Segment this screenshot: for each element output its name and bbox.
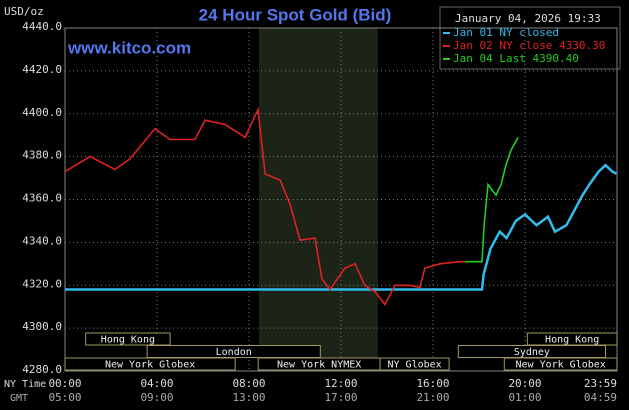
y-tick-label: 4340.0 bbox=[22, 234, 62, 247]
x-axis-label: NY Time bbox=[4, 379, 46, 390]
y-tick-label: 4360.0 bbox=[22, 192, 62, 205]
legend-label: Jan 01 NY closed bbox=[453, 26, 559, 39]
session-label: New York Globex bbox=[105, 360, 195, 371]
session-bar bbox=[64, 357, 236, 371]
y-tick-label: 4300.0 bbox=[22, 320, 62, 333]
session-label: London bbox=[216, 347, 252, 358]
legend-box bbox=[439, 6, 621, 70]
series-line bbox=[64, 106, 465, 306]
x-tick-label: 20:00 bbox=[508, 377, 541, 390]
y-tick-label: 4380.0 bbox=[22, 149, 62, 162]
session-bar bbox=[379, 357, 450, 371]
x2-tick-label: 17:00 bbox=[324, 391, 357, 404]
session-label: Hong Kong bbox=[101, 335, 155, 346]
shaded-region bbox=[258, 28, 378, 371]
y-tick-label: 4320.0 bbox=[22, 277, 62, 290]
y-tick-label: 4400.0 bbox=[22, 106, 62, 119]
x2-tick-label: 04:59 bbox=[584, 391, 617, 404]
x2-axis-label: GMT bbox=[10, 393, 28, 404]
session-label: NY Globex bbox=[388, 360, 442, 371]
x-tick-label: 16:00 bbox=[416, 377, 449, 390]
x2-tick-label: 21:00 bbox=[416, 391, 449, 404]
legend-label: Jan 04 Last 4390.40 bbox=[453, 52, 579, 65]
y-tick-label: 4280.0 bbox=[22, 363, 62, 376]
chart-title: 24 Hour Spot Gold (Bid) bbox=[199, 5, 392, 24]
session-label: Hong Kong bbox=[545, 335, 599, 346]
y-axis-label: USD/oz bbox=[4, 5, 44, 18]
x-tick-label: 00:00 bbox=[48, 377, 81, 390]
series-line bbox=[465, 136, 519, 263]
x2-tick-label: 09:00 bbox=[140, 391, 173, 404]
x-tick-label: 08:00 bbox=[232, 377, 265, 390]
session-bar bbox=[85, 332, 171, 346]
session-label: Sydney bbox=[514, 347, 550, 358]
x-tick-label: 04:00 bbox=[140, 377, 173, 390]
session-label: New York NYMEX bbox=[277, 360, 361, 371]
x2-tick-label: 01:00 bbox=[508, 391, 541, 404]
session-label: New York Globex bbox=[515, 360, 605, 371]
series-line bbox=[65, 163, 618, 291]
legend-label: Jan 02 NY close 4330.30 bbox=[453, 39, 605, 52]
y-tick-label: 4440.0 bbox=[22, 20, 62, 33]
watermark: www.kitco.com bbox=[67, 38, 191, 57]
timestamp: January 04, 2026 19:33 bbox=[455, 12, 601, 25]
x2-tick-label: 05:00 bbox=[48, 391, 81, 404]
x2-tick-label: 13:00 bbox=[232, 391, 265, 404]
x-tick-label: 23:59 bbox=[584, 377, 617, 390]
session-bar bbox=[503, 357, 618, 371]
x-tick-label: 12:00 bbox=[324, 377, 357, 390]
y-tick-label: 4420.0 bbox=[22, 63, 62, 76]
